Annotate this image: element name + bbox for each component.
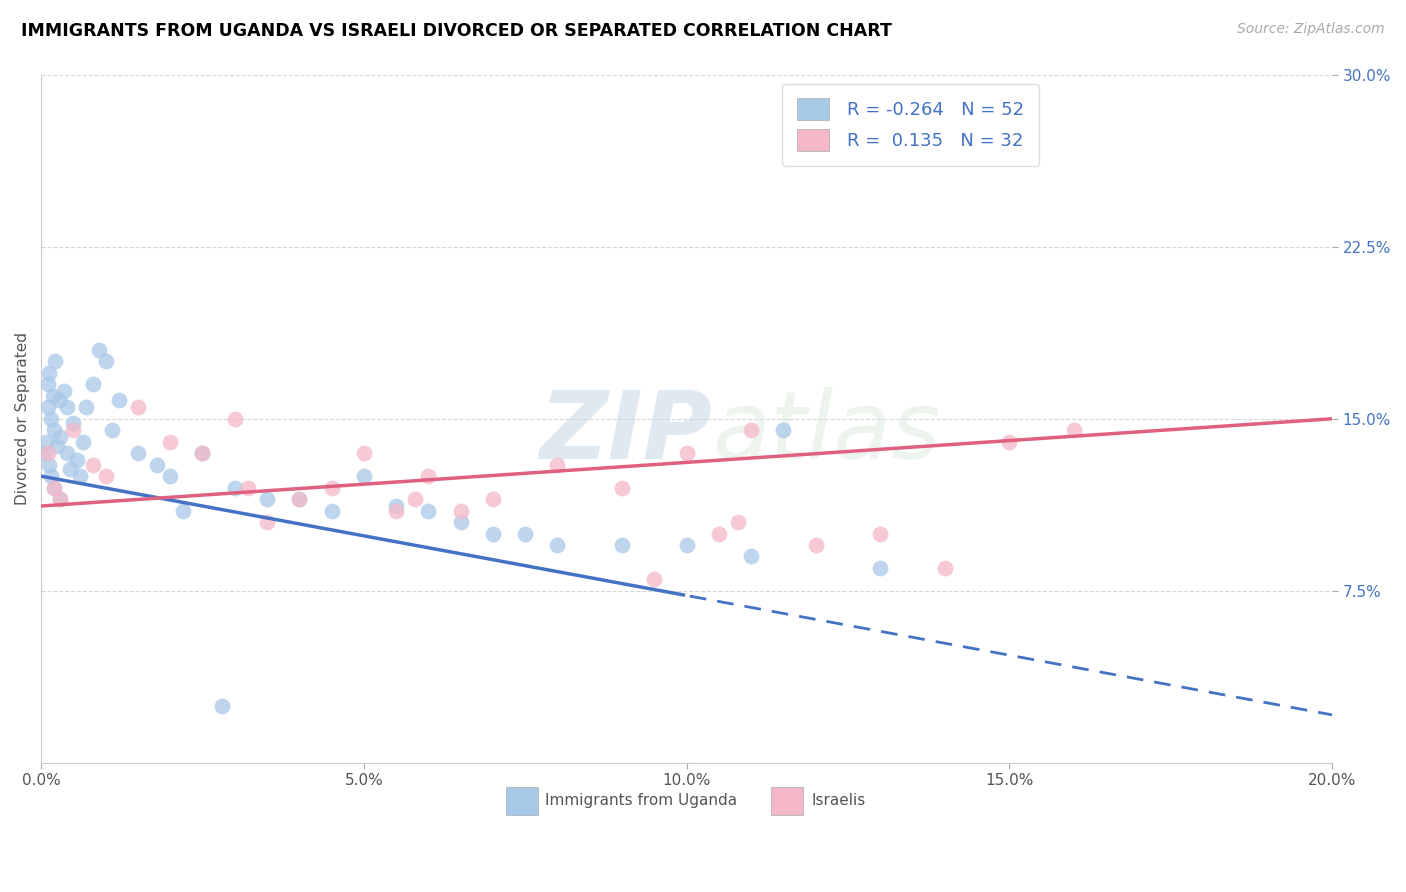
Point [385,499,408,513]
Point [146,458,169,472]
Point [101,423,124,437]
Point [82,377,104,392]
Point [59,462,82,476]
Point [172,503,194,517]
Point [385,503,408,517]
Text: ZIP: ZIP [540,386,713,478]
Point [62,423,84,437]
Point [48,393,70,408]
Text: Immigrants from Uganda: Immigrants from Uganda [544,793,737,808]
Point [353,469,375,483]
Point [547,538,569,552]
Point [46,439,69,453]
Point [127,401,149,415]
Point [547,458,569,472]
Point [740,423,762,437]
Text: IMMIGRANTS FROM UGANDA VS ISRAELI DIVORCED OR SEPARATED CORRELATION CHART: IMMIGRANTS FROM UGANDA VS ISRAELI DIVORC… [21,22,891,40]
Point [450,515,472,529]
Point [224,411,246,425]
Point [94,354,117,368]
Y-axis label: Divorced or Separated: Divorced or Separated [15,333,30,505]
Point [107,393,129,408]
Point [869,526,891,541]
Point [159,469,181,483]
Text: atlas: atlas [713,387,941,478]
Point [94,469,117,483]
Point [35,434,58,449]
Point [675,446,697,460]
Point [38,458,60,472]
Point [49,492,72,507]
Point [224,481,246,495]
FancyBboxPatch shape [506,787,538,814]
Point [52,384,75,399]
Point [405,492,427,507]
Text: Israelis: Israelis [811,793,866,808]
Point [37,446,59,460]
Point [42,481,65,495]
Point [72,434,94,449]
Point [643,573,665,587]
Point [191,446,214,460]
Point [610,538,633,552]
Point [56,446,79,460]
Point [39,411,62,425]
Point [89,343,111,357]
Point [42,423,65,437]
Point [321,481,343,495]
Point [65,453,87,467]
Point [127,446,149,460]
Point [256,515,278,529]
Point [42,481,65,495]
Point [256,492,278,507]
Point [1063,423,1085,437]
Point [482,526,505,541]
Point [49,430,72,444]
Point [998,434,1021,449]
Point [675,538,697,552]
Point [418,503,440,517]
Point [34,446,56,460]
Point [707,526,730,541]
Point [75,401,97,415]
Point [934,561,956,575]
Point [159,434,181,449]
Point [44,354,66,368]
Legend: R = -0.264   N = 52, R =  0.135   N = 32: R = -0.264 N = 52, R = 0.135 N = 32 [783,84,1039,166]
Point [236,481,259,495]
Point [482,492,505,507]
Point [62,417,84,431]
Point [869,561,891,575]
Point [288,492,311,507]
Point [39,469,62,483]
Text: Source: ZipAtlas.com: Source: ZipAtlas.com [1237,22,1385,37]
Point [610,481,633,495]
Point [740,549,762,564]
Point [772,423,794,437]
Point [515,526,537,541]
Point [38,366,60,380]
Point [37,401,59,415]
Point [353,446,375,460]
Point [82,458,104,472]
Point [56,401,79,415]
Point [191,446,214,460]
Point [211,698,233,713]
Point [42,389,65,403]
FancyBboxPatch shape [770,787,803,814]
Point [49,492,72,507]
Point [69,469,91,483]
Point [450,503,472,517]
Point [804,538,827,552]
Point [418,469,440,483]
Point [37,377,59,392]
Point [321,503,343,517]
Point [727,515,749,529]
Point [288,492,311,507]
